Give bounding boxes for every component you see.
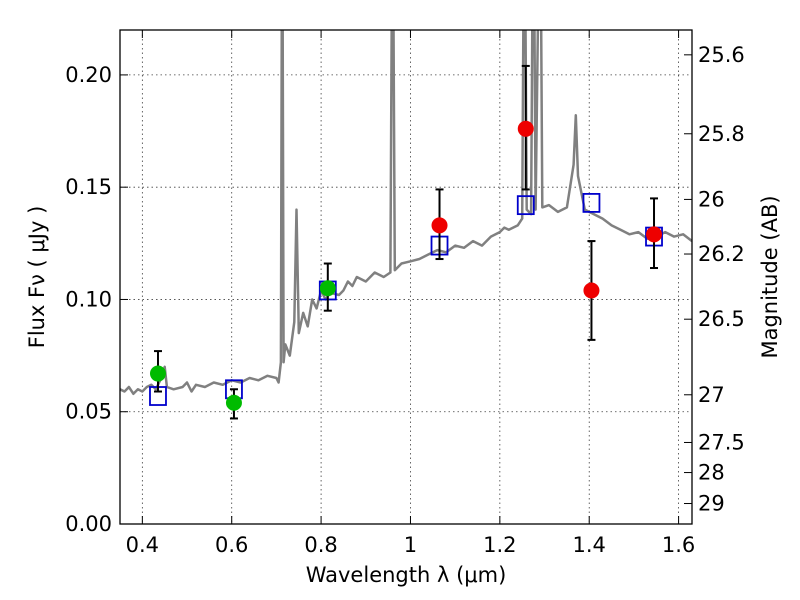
plot-area — [120, 30, 692, 420]
optical-point — [149, 365, 166, 382]
y2-tick-label: 28 — [698, 461, 725, 485]
y2-tick-label: 29 — [698, 492, 725, 516]
y2-tick-label: 25.8 — [698, 122, 745, 146]
optical-point — [225, 394, 242, 411]
x-tick-label: 1 — [404, 533, 417, 557]
y2-tick-label: 26.2 — [698, 242, 745, 266]
optical-point — [319, 280, 336, 297]
y2-tick-label: 26 — [698, 187, 725, 211]
y-tick-label: 0.05 — [65, 400, 112, 424]
y2-tick-label: 27.5 — [698, 430, 745, 454]
y2-tick-label: 25.6 — [698, 43, 745, 67]
nir-point — [517, 120, 534, 137]
y2-tick-label: 27 — [698, 383, 725, 407]
x-tick-label: 0.8 — [304, 533, 337, 557]
nir-point — [431, 217, 448, 234]
x-tick-label: 0.6 — [215, 533, 248, 557]
y2-axis-title: Magnitude (AB) — [758, 195, 782, 358]
x-axis-title: Wavelength λ (μm) — [306, 563, 507, 587]
synthetic-square — [582, 192, 601, 213]
nir-point — [646, 226, 663, 243]
plot-frame — [119, 29, 693, 525]
nir-point — [583, 282, 600, 299]
y-tick-label: 0.15 — [65, 175, 112, 199]
synthetic-square — [516, 195, 535, 216]
x-tick-label: 0.4 — [126, 533, 159, 557]
y2-tick-label: 26.5 — [698, 307, 745, 331]
y-tick-label: 0.00 — [65, 512, 112, 536]
axis-ticks: 0.4 0.6 0.8 1 1.2 1.4 1.6 0.00 0.05 0.10 0.15 0.20 2… — [65, 30, 745, 557]
x-tick-label: 1.6 — [662, 533, 695, 557]
y-tick-label: 0.20 — [65, 63, 112, 87]
x-tick-label: 1.4 — [573, 533, 606, 557]
y-axis-title: Flux Fν ( μJy ) — [25, 206, 49, 349]
model-spectrum-line — [120, 30, 692, 396]
y-tick-label: 0.10 — [65, 287, 112, 311]
grid-lines — [120, 30, 692, 525]
x-tick-label: 1.2 — [483, 533, 516, 557]
